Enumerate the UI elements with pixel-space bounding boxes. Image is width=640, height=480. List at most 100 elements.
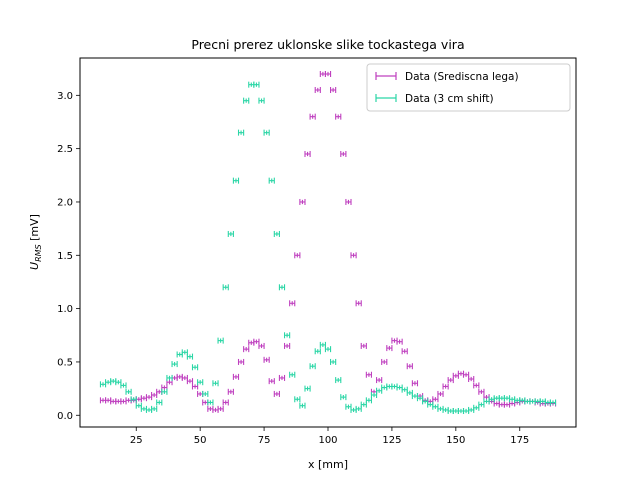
y-tick-label: 2.5	[57, 144, 73, 155]
data-point	[355, 300, 362, 307]
data-point	[478, 388, 485, 395]
y-tick-label: 2.0	[57, 197, 73, 208]
data-point	[304, 385, 311, 392]
y-tick-label: 0.5	[57, 357, 73, 368]
data-point	[227, 230, 234, 237]
data-point	[237, 358, 245, 365]
plot-data	[99, 70, 557, 415]
data-point	[457, 370, 465, 377]
series-1	[99, 70, 557, 413]
data-point	[207, 399, 214, 406]
data-point	[396, 338, 403, 345]
data-point	[432, 403, 439, 410]
data-point	[191, 364, 199, 371]
data-point	[314, 86, 321, 93]
data-point	[278, 374, 286, 381]
x-tick-label: 125	[382, 435, 401, 446]
data-point	[120, 382, 127, 389]
data-point	[232, 177, 240, 184]
data-point	[166, 374, 173, 381]
y-tick-label: 0.0	[57, 411, 73, 422]
x-tick-label: 175	[510, 435, 529, 446]
data-point	[217, 337, 224, 344]
data-point	[186, 353, 194, 360]
data-point	[197, 379, 204, 386]
legend-item: Data (3 cm shift)	[375, 93, 494, 105]
y-tick-label: 3.0	[57, 91, 73, 102]
data-point	[442, 383, 449, 390]
data-point	[115, 379, 122, 386]
data-point	[381, 358, 388, 365]
data-point	[222, 399, 229, 406]
data-point	[222, 284, 229, 291]
data-point	[365, 397, 373, 404]
data-point	[324, 70, 332, 77]
x-axis: 25 50 75 100 125 150 175	[130, 427, 529, 446]
x-tick-label: 25	[130, 435, 143, 446]
data-point	[258, 97, 265, 104]
data-point	[549, 399, 557, 406]
data-point	[283, 342, 291, 349]
legend-box	[366, 63, 571, 112]
x-axis-label: x [mm]	[308, 458, 348, 471]
y-axis-label-unit: [mV]	[28, 214, 41, 244]
chart-title: Precni prerez uklonske slike tockastega …	[191, 37, 464, 52]
data-point	[151, 405, 158, 412]
data-point	[289, 371, 296, 378]
data-point	[309, 113, 316, 120]
data-point	[283, 332, 291, 339]
y-axis-label-main: U	[28, 262, 41, 270]
data-point	[289, 300, 296, 307]
data-point	[468, 376, 475, 383]
data-point	[406, 389, 413, 396]
x-tick-label: 75	[258, 435, 271, 446]
data-point	[130, 396, 137, 403]
data-point	[186, 378, 194, 385]
data-point	[304, 150, 311, 157]
data-point	[335, 377, 342, 384]
data-point	[156, 399, 163, 406]
data-point	[340, 150, 347, 157]
data-point	[217, 405, 224, 412]
data-point	[422, 398, 429, 405]
y-axis-label: URMS [mV]	[28, 214, 43, 270]
x-tick-label: 100	[318, 435, 337, 446]
data-point	[273, 230, 280, 237]
data-point	[258, 342, 265, 349]
legend-item: Data (Srediscna lega)	[375, 71, 519, 83]
data-point	[365, 371, 373, 378]
data-point	[350, 252, 357, 259]
y-axis: 0.0 0.5 1.0 1.5 2.0 2.5 3.0	[57, 91, 80, 422]
data-point	[212, 380, 219, 387]
data-point	[202, 390, 209, 397]
data-point	[278, 284, 286, 291]
data-point	[360, 342, 367, 349]
data-point	[345, 198, 352, 205]
data-point	[253, 81, 260, 88]
data-point	[227, 388, 234, 395]
data-point	[294, 252, 301, 259]
y-tick-label: 1.0	[57, 304, 73, 315]
data-point	[330, 358, 337, 365]
data-point	[309, 363, 316, 370]
data-point	[243, 346, 250, 353]
y-axis-label-sub: RMS	[34, 244, 43, 262]
data-point	[314, 348, 321, 355]
data-point	[299, 402, 306, 409]
data-point	[473, 382, 480, 389]
data-point	[432, 396, 439, 403]
data-point	[243, 97, 250, 104]
data-point	[268, 177, 275, 184]
data-point	[330, 86, 337, 93]
legend-marker	[375, 94, 397, 102]
data-point	[263, 129, 270, 136]
series-2	[99, 81, 557, 415]
legend-label: Data (3 cm shift)	[405, 93, 494, 105]
data-point	[263, 356, 270, 363]
data-point	[125, 388, 132, 395]
data-point	[340, 394, 347, 401]
data-point	[273, 390, 280, 397]
data-point	[171, 361, 178, 368]
data-point	[268, 378, 275, 385]
